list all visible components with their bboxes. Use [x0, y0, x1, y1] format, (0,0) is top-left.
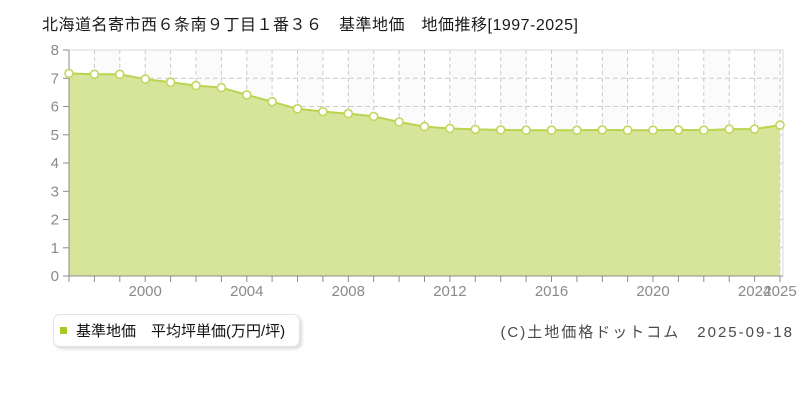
data-point-2004: [242, 90, 252, 100]
data-point-2012: [445, 123, 455, 134]
legend-marker-square: [60, 327, 67, 334]
y-tick-label: 8: [51, 42, 59, 59]
data-point-2016: [546, 125, 557, 135]
data-point-2011: [419, 121, 430, 132]
x-tick-label: 2025: [763, 283, 796, 300]
copyright-text: (C)土地価格ドットコム 2025-09-18: [500, 324, 794, 341]
data-point-2000: [140, 74, 150, 84]
data-point-2019: [622, 125, 633, 135]
y-tick-label: 3: [51, 183, 59, 200]
y-tick-label: 4: [51, 155, 59, 172]
data-point-2002: [191, 80, 201, 91]
data-point-2024: [749, 124, 760, 134]
data-point-2003: [216, 82, 227, 93]
data-point-2015: [521, 125, 531, 135]
data-point-2014: [495, 125, 506, 135]
y-tick-label: 0: [51, 268, 59, 285]
data-point-1998: [89, 69, 100, 80]
data-point-2009: [368, 111, 379, 122]
data-point-2018: [597, 125, 608, 135]
data-point-2005: [267, 96, 277, 107]
price-trend-chart: 0 1 2 3 4 5 6 7 8 2000 2004 2008 2012 2016 2020 2024202…: [51, 42, 797, 300]
x-tick-label: 2004: [230, 283, 263, 300]
y-tick-label: 7: [51, 70, 59, 87]
data-point-2017: [572, 125, 582, 135]
x-tick-label: 2008: [332, 283, 365, 300]
legend-label: 基準地価 平均坪単価(万円/坪): [76, 323, 286, 340]
data-point-2010: [394, 117, 404, 127]
data-point-2001: [165, 77, 176, 87]
x-tick-label: 2020: [636, 283, 669, 300]
data-point-2007: [318, 106, 328, 117]
x-tick-label: 2024: [738, 283, 771, 300]
x-tick-label: 2000: [129, 283, 162, 300]
area-fill: [69, 73, 780, 277]
data-point-1997: [64, 68, 74, 79]
data-point-2020: [648, 125, 658, 135]
y-tick-label: 2: [51, 212, 59, 229]
data-point-2013: [470, 124, 481, 135]
y-tick-label: 6: [51, 99, 59, 116]
y-tick-label: 5: [51, 127, 59, 144]
data-point-2023: [724, 124, 735, 134]
data-point-1999: [115, 69, 125, 80]
data-point-2008: [343, 108, 354, 119]
legend: 基準地価 平均坪単価(万円/坪): [53, 314, 301, 347]
x-tick-label: 2012: [433, 283, 466, 300]
data-point-2021: [673, 125, 684, 135]
page-title: 北海道名寄市西６条南９丁目１番３６ 基準地価 地価推移[1997-2025]: [42, 17, 579, 34]
y-tick-label: 1: [51, 240, 59, 257]
x-tick-label: 2016: [535, 283, 568, 300]
data-point-2022: [698, 125, 709, 135]
data-point-2025: [775, 120, 785, 130]
data-point-2006: [292, 104, 303, 114]
